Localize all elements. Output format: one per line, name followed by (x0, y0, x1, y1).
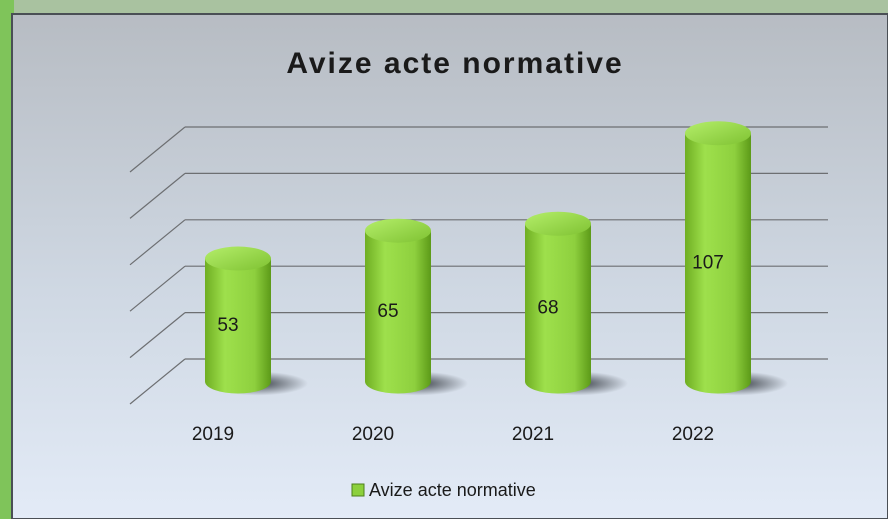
x-tick-label: 2020 (352, 424, 394, 445)
data-label: 53 (217, 315, 238, 336)
legend-label: Avize acte normative (369, 480, 536, 500)
grid-line-depth (129, 358, 186, 405)
x-tick-label: 2022 (672, 424, 714, 445)
bar-top (205, 246, 271, 271)
grid-line-depth (129, 312, 186, 359)
side-border (0, 0, 14, 519)
data-label: 68 (537, 298, 558, 319)
grid-line-depth (129, 172, 186, 219)
chart-title: Avize acte normative (286, 47, 623, 80)
x-tick-label: 2019 (192, 424, 234, 445)
bar (365, 230, 431, 394)
bar-top (525, 211, 591, 236)
data-label: 65 (377, 301, 398, 322)
grid-line-depth (129, 265, 186, 312)
legend-swatch (351, 483, 365, 497)
data-label: 107 (692, 252, 724, 273)
x-tick-label: 2021 (512, 424, 554, 445)
bar (205, 258, 271, 394)
legend: Avize acte normative (351, 480, 536, 500)
bar (685, 133, 751, 394)
bar-top (685, 121, 751, 146)
bar (525, 223, 592, 394)
bar-top (365, 218, 431, 243)
grid-line-depth (129, 219, 186, 266)
grid-line-depth (129, 126, 186, 173)
